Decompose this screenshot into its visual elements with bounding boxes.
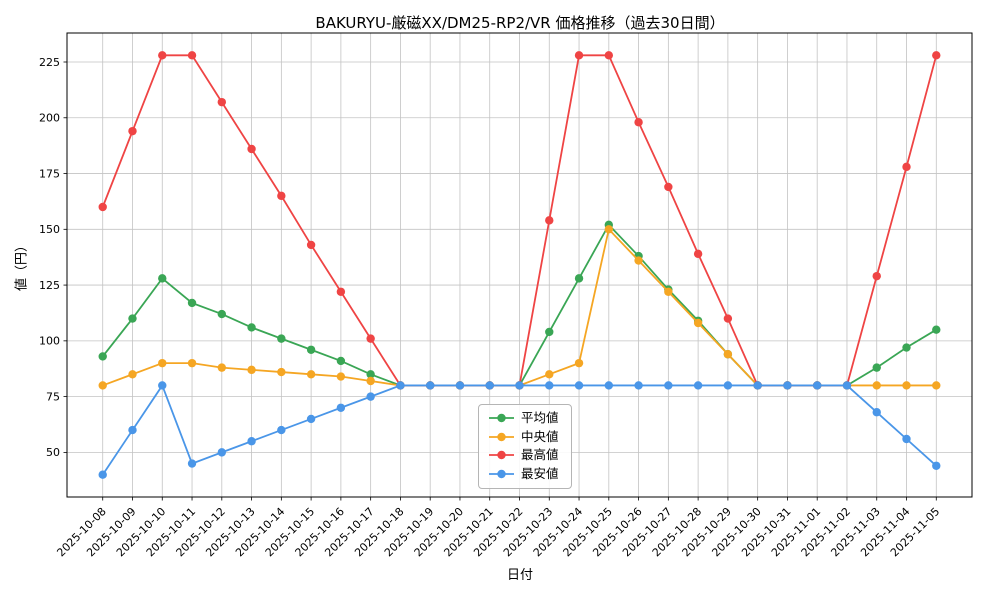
legend-item-median: 中央値 [489,428,559,444]
legend-marker-median [489,432,514,441]
svg-text:225: 225 [39,56,60,69]
legend-label-average: 平均値 [521,410,559,425]
chart-title: BAKURYU-厳磁XX/DM25-RP2/VR 価格推移（過去30日間） [315,14,725,32]
legend-label-highest: 最高値 [521,447,559,462]
x-axis-label: 日付 [506,568,533,583]
svg-text:75: 75 [46,390,60,403]
legend-label-lowest: 最安値 [521,465,559,481]
svg-text:100: 100 [39,335,60,348]
legend-item-average: 平均値 [489,410,559,425]
svg-text:200: 200 [39,112,60,125]
svg-text:50: 50 [46,446,60,459]
x-tick-labels: 2025-10-082025-10-092025-10-102025-10-11… [54,505,942,559]
legend: 平均値 中央値 最高値 最安値 [478,404,572,489]
legend-item-lowest: 最安値 [489,465,559,481]
legend-marker-lowest [489,469,514,478]
legend-marker-highest [489,451,514,460]
legend-label-median: 中央値 [521,428,559,444]
legend-marker-average [489,414,514,423]
axis-ticks [63,61,937,501]
y-tick-labels: 50 75 100 125 150 175 200 225 [39,56,60,459]
svg-text:175: 175 [39,167,60,180]
legend-item-highest: 最高値 [489,447,559,462]
svg-text:150: 150 [39,223,60,236]
svg-text:125: 125 [39,279,60,292]
series-lowest [98,381,941,479]
